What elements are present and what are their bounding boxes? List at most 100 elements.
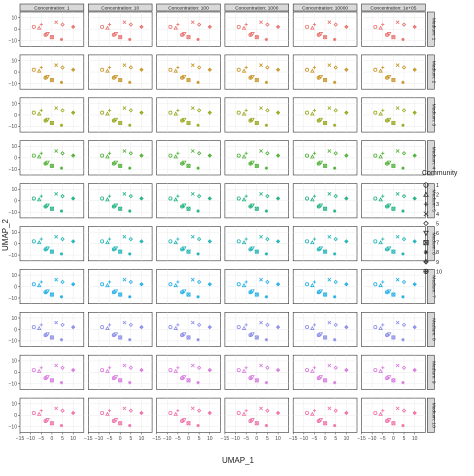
- data-point-community-5: [333, 194, 338, 199]
- data-point-community-4: [327, 20, 332, 25]
- data-point-community-5: [196, 322, 202, 328]
- data-point-community-10: [180, 247, 185, 252]
- data-point-community-7: [186, 163, 191, 168]
- panel-r6-c5: [292, 226, 358, 262]
- data-point-community-9: [344, 282, 349, 287]
- data-point-community-7: [186, 421, 191, 426]
- data-point-community-7: [254, 292, 259, 297]
- data-point-community-3: [107, 366, 112, 370]
- data-point-community-8: [196, 295, 200, 299]
- data-point-community-2: [241, 111, 247, 116]
- data-point-community-5: [60, 236, 65, 242]
- data-point-community-4: [327, 63, 332, 68]
- data-point-community-2: [378, 240, 383, 245]
- data-point-community-2: [105, 368, 110, 373]
- data-point-community-5: [128, 279, 133, 285]
- data-point-community-8: [196, 423, 200, 428]
- data-point-community-5: [60, 151, 65, 156]
- data-point-community-1: [236, 410, 241, 415]
- data-point-community-2: [173, 325, 179, 330]
- data-point-community-8: [333, 252, 337, 256]
- panel-r9-c4: [224, 354, 289, 390]
- row-strip: [426, 354, 435, 390]
- data-point-community-9: [139, 153, 144, 158]
- data-point-community-3: [39, 409, 43, 413]
- data-point-community-3: [107, 237, 112, 241]
- data-point-community-2: [105, 111, 110, 116]
- data-point-community-8: [264, 166, 268, 170]
- y-tick-label: 10: [11, 273, 17, 279]
- data-point-community-9: [412, 196, 417, 201]
- data-point-community-8: [59, 381, 64, 385]
- data-point-community-5: [196, 236, 202, 242]
- data-point-community-4: [190, 277, 195, 282]
- data-point-community-1: [373, 196, 378, 201]
- data-point-community-9: [344, 110, 349, 115]
- data-point-community-1: [373, 325, 378, 330]
- data-point-community-7: [49, 335, 54, 340]
- row-header-strips: Medium: 1 Medium: 2 Medium: 3 Medium: 4 Medi…: [426, 11, 436, 433]
- data-point-community-1: [31, 24, 36, 29]
- panel-r7-c6: [361, 269, 426, 304]
- legend-label: 7: [436, 241, 439, 247]
- x-tick-label: 5: [334, 436, 337, 442]
- data-point-community-9: [139, 239, 144, 244]
- data-point-community-1: [373, 410, 378, 415]
- data-point-community-10: [111, 118, 116, 123]
- data-point-community-10: [385, 418, 390, 423]
- y-tick-label: −10: [9, 339, 18, 345]
- data-point-community-8: [333, 166, 337, 170]
- data-point-community-10: [248, 247, 253, 252]
- data-point-community-9: [139, 67, 144, 72]
- data-point-community-1: [168, 196, 173, 201]
- y-tick-label: 0: [14, 413, 17, 419]
- data-point-community-5: [60, 279, 65, 285]
- data-point-community-4: [395, 63, 400, 68]
- data-point-community-7: [391, 421, 396, 426]
- data-point-community-2: [241, 68, 247, 73]
- data-point-community-4: [327, 320, 332, 325]
- data-point-community-10: [248, 418, 253, 423]
- y-tick-label: 10: [11, 359, 17, 365]
- data-point-community-3: [381, 366, 385, 370]
- data-point-community-3: [381, 108, 385, 112]
- data-point-community-10: [180, 333, 185, 338]
- legend: Community 1 2 3 4 5 6 7 8 9 10: [422, 170, 458, 275]
- data-point-community-1: [305, 153, 310, 158]
- data-point-community-8: [59, 80, 64, 84]
- data-point-community-8: [264, 37, 268, 42]
- data-point-community-5: [196, 22, 202, 27]
- data-point-community-8: [264, 80, 268, 84]
- data-point-community-4: [259, 20, 263, 25]
- data-point-community-8: [333, 80, 337, 84]
- data-point-community-4: [327, 363, 332, 368]
- data-point-community-9: [71, 324, 76, 330]
- data-point-community-7: [254, 249, 259, 254]
- x-tick-label: −15: [152, 436, 161, 442]
- data-point-community-3: [107, 151, 112, 155]
- column-header-label: Concentration: 10000: [302, 5, 348, 11]
- data-point-community-1: [236, 368, 241, 373]
- legend-key-7: [423, 239, 429, 246]
- data-point-community-10: [248, 161, 253, 166]
- y-axis: −10 0 10 −10 0 10 −10 0 10 −10 0 10 −10 0 10 −10 0 10 −10 0…: [9, 16, 20, 430]
- data-point-community-7: [49, 120, 54, 125]
- data-point-community-5: [128, 194, 133, 199]
- data-point-community-7: [391, 249, 396, 254]
- data-point-community-2: [36, 411, 42, 416]
- data-point-community-1: [31, 196, 36, 201]
- data-point-community-10: [43, 376, 48, 381]
- data-point-community-2: [310, 111, 315, 116]
- data-point-community-8: [59, 338, 64, 342]
- data-point-community-4: [190, 106, 195, 110]
- x-tick-label: 5: [198, 436, 201, 442]
- data-point-community-5: [401, 22, 407, 27]
- data-point-community-1: [168, 67, 173, 72]
- data-point-community-10: [111, 418, 116, 423]
- data-point-community-4: [259, 106, 263, 110]
- data-point-community-7: [49, 163, 54, 168]
- panel-r6-c1: [19, 226, 85, 262]
- y-tick-label: −10: [9, 124, 18, 130]
- data-point-community-9: [344, 367, 349, 373]
- data-point-community-3: [176, 366, 180, 370]
